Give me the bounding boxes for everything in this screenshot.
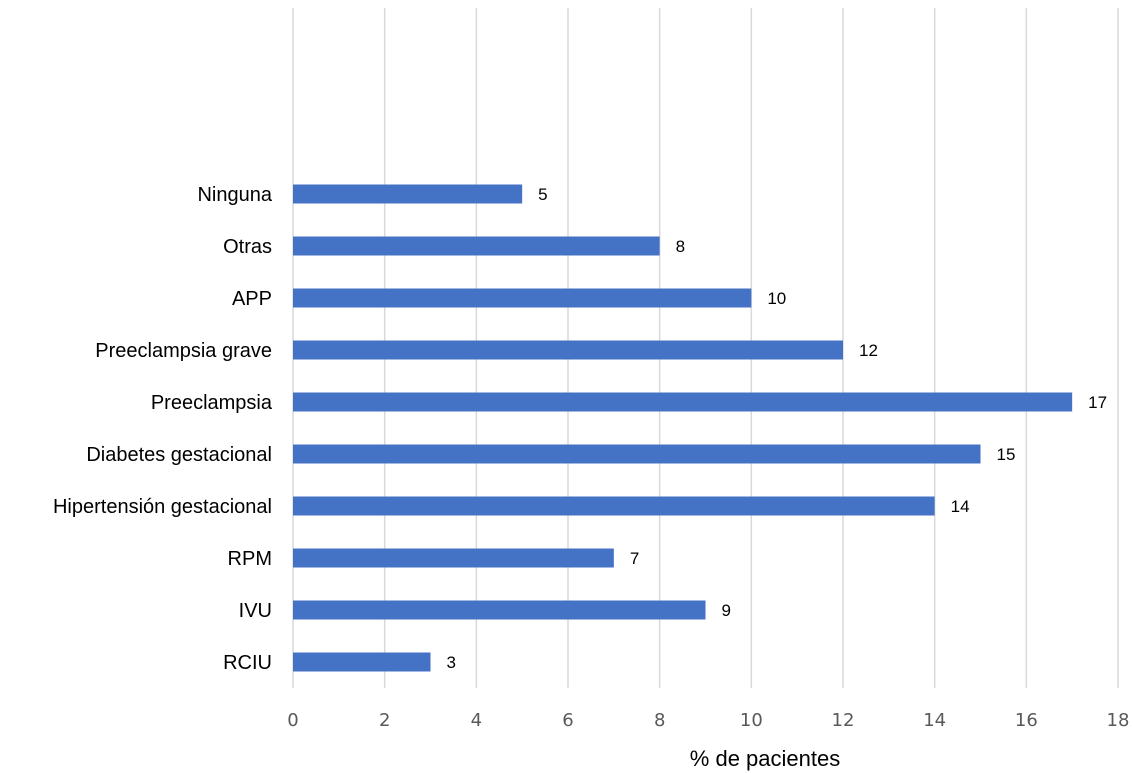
data-label: 14 bbox=[951, 497, 970, 516]
category-label: Otras bbox=[223, 236, 272, 258]
bar bbox=[293, 340, 843, 360]
x-tick-label: 18 bbox=[1107, 710, 1130, 731]
x-tick-label: 12 bbox=[832, 710, 855, 731]
data-label: 7 bbox=[630, 549, 639, 568]
category-label: RPM bbox=[228, 548, 272, 570]
bar bbox=[293, 548, 614, 568]
data-label: 12 bbox=[859, 341, 878, 360]
x-tick-label: 4 bbox=[471, 710, 482, 731]
bar bbox=[293, 652, 431, 672]
category-labels: RCIU IVU RPM Hipertensión gestacional Diabet… bbox=[53, 184, 273, 674]
data-label: 17 bbox=[1088, 393, 1107, 412]
x-tick-labels: 0 2 4 6 8 10 12 14 16 18 bbox=[287, 710, 1129, 731]
data-label: 9 bbox=[722, 601, 731, 620]
category-label: RCIU bbox=[223, 652, 272, 674]
category-label: APP bbox=[232, 288, 272, 310]
bars bbox=[293, 184, 1073, 672]
x-tick-label: 14 bbox=[923, 710, 946, 731]
bar bbox=[293, 392, 1073, 412]
category-label: Ninguna bbox=[197, 184, 272, 206]
data-label: 5 bbox=[538, 185, 547, 204]
bar bbox=[293, 288, 752, 308]
data-label: 3 bbox=[447, 653, 456, 672]
bar bbox=[293, 444, 981, 464]
category-label: IVU bbox=[239, 600, 272, 622]
x-tick-label: 6 bbox=[562, 710, 573, 731]
x-tick-label: 10 bbox=[740, 710, 763, 731]
bar bbox=[293, 496, 935, 516]
category-label: Preeclampsia grave bbox=[95, 340, 272, 362]
data-labels: 3 9 7 14 15 17 12 10 8 5 bbox=[447, 185, 1108, 672]
data-label: 15 bbox=[997, 445, 1016, 464]
x-tick-label: 2 bbox=[379, 710, 390, 731]
bar bbox=[293, 600, 706, 620]
x-tick-label: 8 bbox=[654, 710, 665, 731]
x-tick-label: 16 bbox=[1015, 710, 1038, 731]
bar bbox=[293, 236, 660, 256]
category-label: Diabetes gestacional bbox=[86, 444, 272, 466]
category-label: Hipertensión gestacional bbox=[53, 496, 272, 518]
x-tick-label: 0 bbox=[287, 710, 298, 731]
data-label: 8 bbox=[676, 237, 685, 256]
x-axis-title: % de pacientes bbox=[690, 746, 840, 771]
category-label: Preeclampsia bbox=[151, 392, 273, 414]
data-label: 10 bbox=[767, 289, 786, 308]
bar bbox=[293, 184, 523, 204]
